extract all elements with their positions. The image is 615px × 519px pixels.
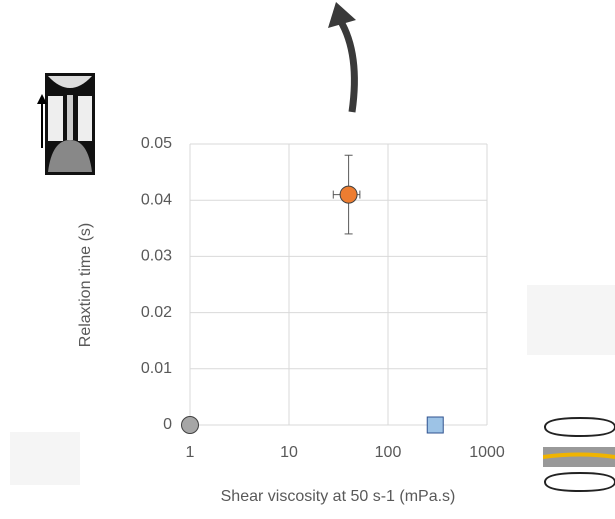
y-tick-label: 0.05 <box>141 135 172 152</box>
y-tick-label: 0.04 <box>141 191 172 208</box>
x-tick-label: 1000 <box>469 444 505 461</box>
shear-icon <box>543 416 615 493</box>
x-axis-label: Shear viscosity at 50 s-1 (mPa.s) <box>221 488 456 505</box>
y-tick-label: 0.02 <box>141 304 172 321</box>
y-axis-label: Relaxtion time (s) <box>77 223 94 347</box>
data-point <box>339 185 358 204</box>
y-tick-label: 0 <box>163 416 172 433</box>
plot-area: 0 0.01 0.02 0.03 0.04 0.05 1 10 100 1000 <box>141 135 505 461</box>
x-tick-label: 100 <box>375 444 402 461</box>
x-tick-label: 1 <box>186 444 195 461</box>
data-point <box>181 416 199 434</box>
drop-image <box>37 73 95 175</box>
y-tick-label: 0.01 <box>141 360 172 377</box>
y-tick-label: 0.03 <box>141 248 172 265</box>
faded-box <box>527 285 615 355</box>
x-tick-label: 10 <box>280 444 298 461</box>
curved-arrow <box>328 2 358 113</box>
data-point <box>426 416 444 434</box>
faded-box <box>10 432 80 485</box>
